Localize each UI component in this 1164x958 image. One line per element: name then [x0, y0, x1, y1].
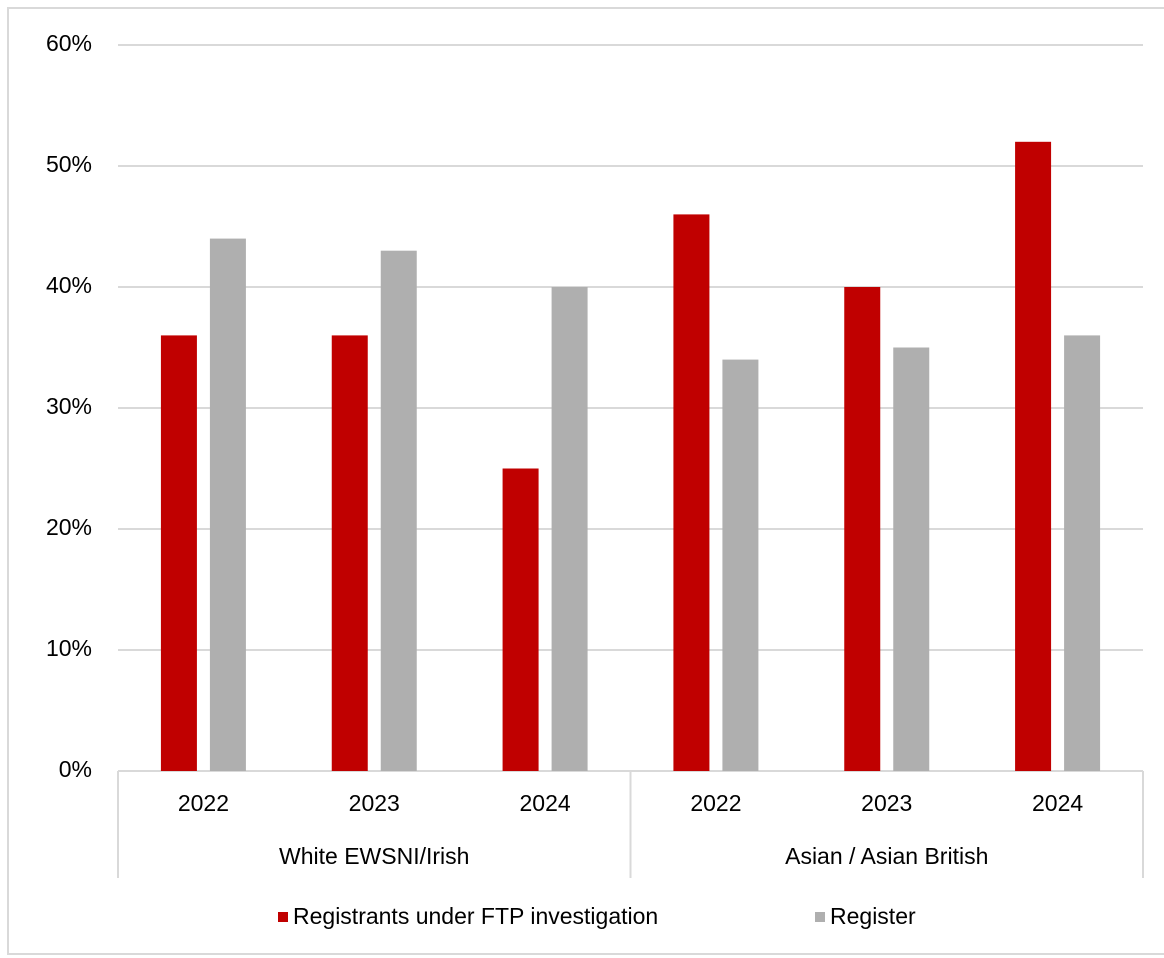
- bar: [502, 468, 539, 771]
- x-tick-label: 2023: [861, 790, 912, 816]
- y-tick-label: 10%: [46, 635, 92, 661]
- x-tick-label: 2022: [690, 790, 741, 816]
- bar: [1064, 335, 1101, 771]
- chart-border: [7, 7, 1164, 955]
- x-tick-label: 2023: [349, 790, 400, 816]
- bar: [722, 359, 759, 771]
- y-tick-label: 0%: [59, 756, 92, 782]
- legend-swatch: [278, 912, 288, 922]
- y-tick-label: 60%: [46, 30, 92, 56]
- legend-label: Register: [830, 903, 916, 929]
- group-label: White EWSNI/Irish: [279, 843, 469, 869]
- y-tick-label: 40%: [46, 272, 92, 298]
- bar: [331, 335, 368, 771]
- bar: [893, 347, 930, 771]
- x-tick-label: 2024: [519, 790, 570, 816]
- x-tick-label: 2024: [1032, 790, 1083, 816]
- group-label: Asian / Asian British: [785, 843, 988, 869]
- bar: [673, 214, 710, 771]
- bar: [551, 287, 588, 771]
- bar: [1015, 141, 1052, 772]
- legend-swatch: [815, 912, 825, 922]
- legend-label: Registrants under FTP investigation: [293, 903, 658, 929]
- y-tick-label: 30%: [46, 393, 92, 419]
- x-tick-label: 2022: [178, 790, 229, 816]
- bar: [160, 335, 197, 771]
- bar: [844, 287, 881, 771]
- y-tick-label: 50%: [46, 151, 92, 177]
- bar: [209, 238, 246, 772]
- y-tick-label: 20%: [46, 514, 92, 540]
- bar: [380, 250, 417, 771]
